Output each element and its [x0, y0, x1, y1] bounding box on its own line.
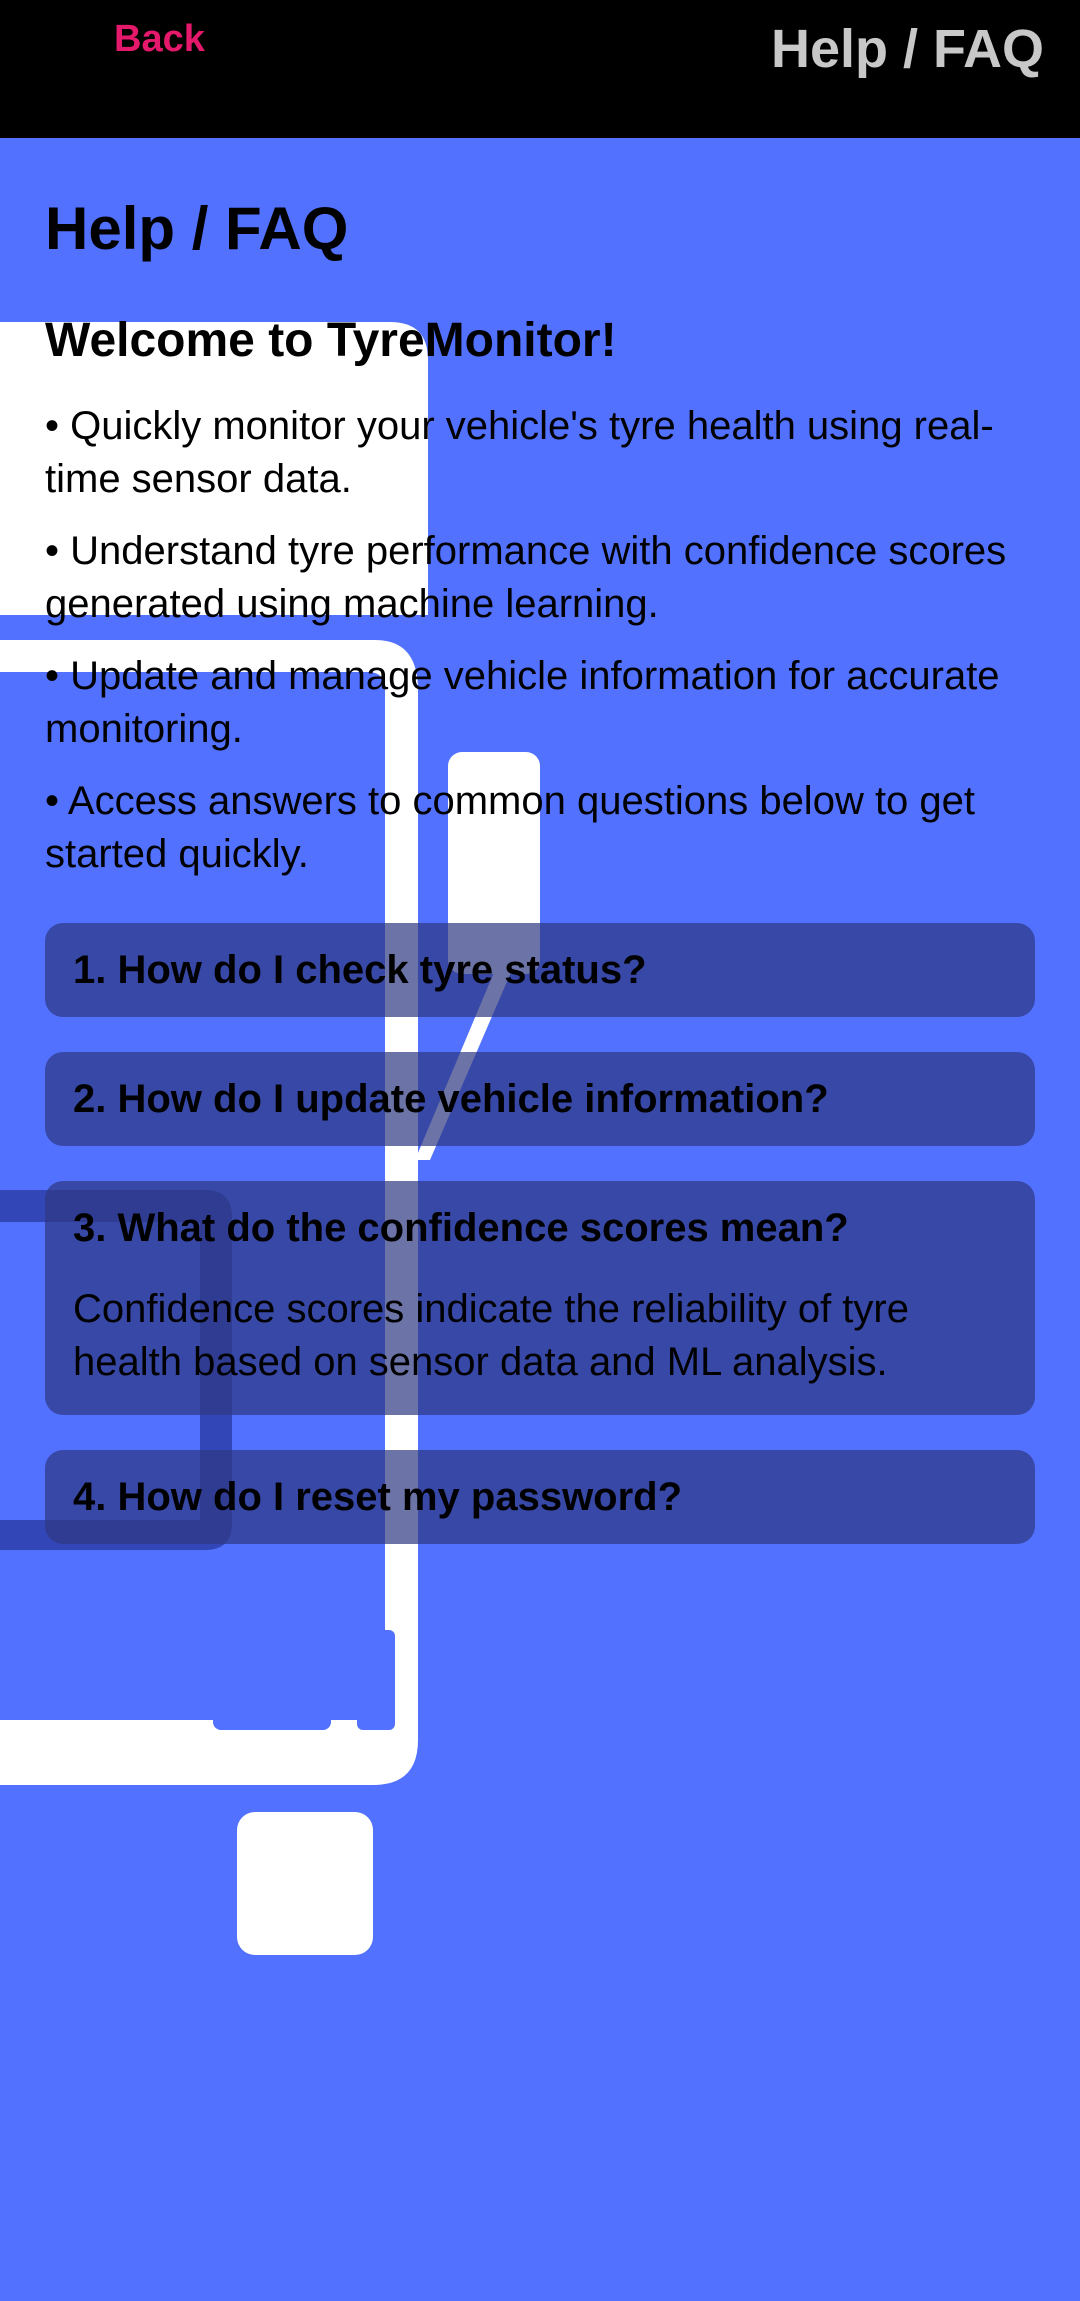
faq-list: 1. How do I check tyre status? 2. How do…	[45, 923, 1035, 1545]
feature-item: • Understand tyre performance with confi…	[45, 529, 1007, 627]
feature-item: • Quickly monitor your vehicle's tyre he…	[45, 404, 994, 502]
faq-question: 1. How do I check tyre status?	[73, 948, 647, 993]
feature-item: • Update and manage vehicle information …	[45, 654, 1000, 752]
feature-item: • Access answers to common questions bel…	[45, 779, 976, 877]
faq-item-check-tyre-status[interactable]: 1. How do I check tyre status?	[45, 923, 1035, 1018]
feature-list: • Quickly monitor your vehicle's tyre he…	[45, 400, 1035, 881]
app-header: Back Help / FAQ	[0, 0, 1080, 138]
faq-item-confidence-scores[interactable]: 3. What do the confidence scores mean? C…	[45, 1181, 1035, 1416]
back-button[interactable]: Back	[114, 18, 205, 60]
faq-answer: Confidence scores indicate the reliabili…	[73, 1287, 909, 1385]
faq-question: 4. How do I reset my password?	[73, 1475, 683, 1520]
welcome-title: Welcome to TyreMonitor!	[45, 314, 617, 367]
faq-item-reset-password[interactable]: 4. How do I reset my password?	[45, 1450, 1035, 1545]
help-content: Help / FAQ Welcome to TyreMonitor! • Qui…	[45, 138, 1035, 1579]
faq-question: 2. How do I update vehicle information?	[73, 1077, 829, 1122]
header-title: Help / FAQ	[770, 19, 1044, 79]
faq-question: 3. What do the confidence scores mean?	[73, 1206, 849, 1251]
faq-item-update-vehicle-info[interactable]: 2. How do I update vehicle information?	[45, 1052, 1035, 1147]
page-title: Help / FAQ	[45, 195, 349, 262]
